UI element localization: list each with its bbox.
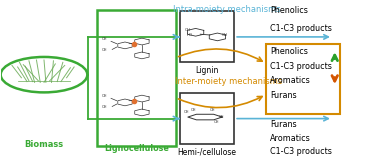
Text: OH: OH (184, 110, 189, 114)
Circle shape (1, 57, 87, 92)
Text: Inter-moiety mechanisms: Inter-moiety mechanisms (175, 77, 282, 86)
Text: Lignocellulose: Lignocellulose (104, 144, 169, 153)
Bar (180, 93, 234, 144)
Text: OH: OH (191, 108, 196, 112)
FancyArrowPatch shape (178, 49, 262, 61)
Text: OH: OH (222, 33, 228, 37)
Text: OH: OH (102, 105, 107, 109)
Text: C1-C3 products: C1-C3 products (270, 24, 332, 33)
Bar (180, 11, 234, 62)
Text: Biomass: Biomass (25, 140, 64, 149)
Text: OH: OH (102, 37, 107, 41)
Bar (97, 10, 176, 146)
Bar (266, 44, 340, 114)
Text: OH: OH (219, 115, 224, 119)
Text: Lignin: Lignin (195, 66, 219, 75)
Text: Hemi-/cellulose: Hemi-/cellulose (178, 148, 237, 157)
Text: OH: OH (102, 48, 107, 52)
Text: C1-C3 products: C1-C3 products (270, 147, 332, 156)
Text: HO: HO (186, 33, 192, 37)
Text: OH: OH (185, 28, 191, 32)
Text: OH: OH (102, 94, 107, 98)
Text: Phenolics: Phenolics (270, 6, 308, 15)
Text: OH: OH (209, 108, 215, 112)
Text: Furans: Furans (270, 120, 297, 129)
Text: Phenolics: Phenolics (270, 47, 308, 56)
Text: Aromatics: Aromatics (270, 76, 311, 85)
Text: Intra-moiety mechanisms: Intra-moiety mechanisms (173, 5, 280, 14)
Text: C1-C3 products: C1-C3 products (270, 62, 332, 71)
FancyArrowPatch shape (178, 97, 262, 108)
Text: Aromatics: Aromatics (270, 134, 311, 143)
Text: OH: OH (214, 120, 219, 124)
Text: Furans: Furans (270, 91, 297, 100)
